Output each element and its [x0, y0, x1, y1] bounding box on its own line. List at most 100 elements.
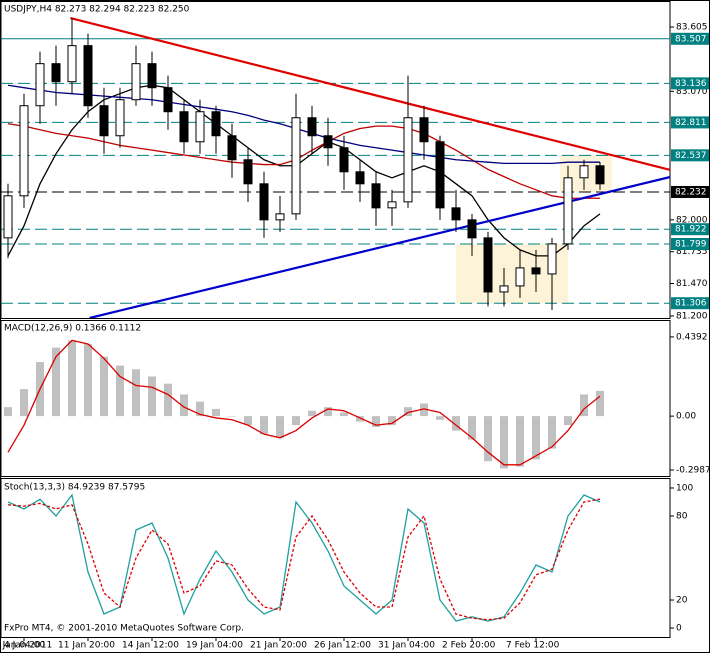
candle-body [467, 219, 477, 239]
level-box [671, 237, 709, 250]
stoch-title: Stoch(13,3,3) 84.9239 87.5795 [4, 483, 145, 493]
candle-body [339, 147, 349, 173]
x-tick-label: 19 Jan 04:00 [186, 641, 243, 651]
indicator-line [7, 493, 601, 622]
pane-plot [1, 16, 670, 318]
y-tick-label: -0.2987 [676, 465, 710, 475]
histogram-bar [228, 416, 236, 417]
histogram-bar [100, 356, 108, 417]
histogram-bar [356, 416, 364, 422]
x-tick-label: 2 Feb 20:00 [442, 641, 496, 651]
histogram-bar [324, 407, 332, 417]
level-box [671, 223, 709, 236]
level-label: 83.136 [675, 79, 707, 89]
candle-body [99, 105, 109, 137]
level-label: 83.507 [675, 34, 707, 44]
macd-title: MACD(12,26,9) 0.1366 0.1112 [4, 324, 141, 334]
x-tick-label: 31 Jan 04:00 [378, 641, 435, 651]
candle-body [547, 243, 557, 275]
y-tick-label: 0 [676, 624, 682, 634]
y-tick-label: 83.070 [676, 87, 708, 97]
level-box [671, 116, 709, 129]
level-label: 82.232 [675, 187, 707, 197]
histogram-bar [20, 389, 28, 417]
level-label: 82.537 [675, 151, 707, 161]
histogram-bar [196, 401, 204, 417]
level-label: 81.306 [675, 299, 707, 309]
histogram-bar [212, 408, 220, 417]
candle-body [515, 267, 525, 287]
indicator-line [7, 339, 601, 466]
candle-body [259, 183, 269, 221]
x-tick-label: 21 Jan 20:00 [250, 641, 307, 651]
candle-body [115, 99, 125, 137]
level-label: 81.922 [675, 225, 707, 235]
histogram-bar [436, 416, 444, 420]
histogram-bar [132, 369, 140, 417]
histogram-bar [452, 416, 460, 431]
histogram-bar [580, 394, 588, 417]
histogram-bar [4, 407, 12, 417]
histogram-bar [532, 416, 540, 460]
level-box [671, 185, 709, 198]
candle-body [163, 87, 173, 113]
x-tick-label: 7 Feb 12:00 [506, 641, 560, 651]
histogram-bar [164, 383, 172, 417]
x-tick-label: 11 Jan 20:00 [58, 641, 115, 651]
macd-pane [0, 320, 671, 477]
histogram-bar [308, 410, 316, 417]
candle-body [355, 171, 365, 185]
candle-body [195, 111, 205, 143]
candle-body [403, 117, 413, 203]
y-tick-label: 80 [676, 511, 688, 521]
level-box [671, 149, 709, 162]
x-tick-label: 14 Jan 12:00 [122, 641, 179, 651]
candle-body [307, 117, 317, 137]
candle-body [83, 45, 93, 107]
x-tick-label: 4 Jan 2011 [4, 641, 52, 651]
x-tick-label: 7 Jan 04:00 [0, 641, 46, 651]
histogram-bar [276, 416, 284, 438]
y-tick-label: 81.735 [676, 247, 708, 257]
y-tick-label: 0.4392 [676, 332, 708, 342]
trendline [70, 16, 670, 172]
moving-average [7, 84, 601, 257]
candle-body [419, 117, 429, 143]
candle-body [243, 159, 253, 185]
level-box [671, 77, 709, 90]
moving-average [7, 84, 600, 165]
candle-body [19, 105, 29, 197]
candle-body [227, 135, 237, 161]
candle-body [131, 63, 141, 101]
candle-body [291, 117, 301, 215]
indicator-line [7, 498, 601, 621]
level-label: 81.799 [675, 239, 707, 249]
level-label: 82.811 [675, 118, 707, 128]
candle-body [579, 165, 589, 179]
candle-body [67, 45, 77, 83]
y-tick-label: 20 [676, 596, 688, 606]
footer: FxPro MT4, © 2001-2010 MetaQuotes Softwa… [4, 624, 244, 634]
histogram-bar [116, 365, 124, 417]
y-tick-label: 81.200 [676, 311, 708, 321]
histogram-bar [500, 416, 508, 469]
level-box [671, 32, 709, 45]
candle-body [179, 111, 189, 143]
histogram-bar [68, 340, 76, 417]
x-tick-label: 26 Jan 12:00 [314, 641, 371, 651]
stoch-pane [0, 478, 671, 638]
level-box [671, 297, 709, 310]
price-pane [0, 1, 671, 319]
pane-plot [4, 339, 604, 469]
candle-body [451, 207, 461, 221]
histogram-bar [420, 403, 428, 417]
candle-body [531, 267, 541, 275]
histogram-bar [404, 407, 412, 417]
histogram-bar [388, 416, 396, 426]
candle-body [211, 111, 221, 137]
candle-body [35, 63, 45, 107]
histogram-bar [340, 412, 348, 417]
candle-body [563, 177, 573, 245]
candle-body [275, 213, 285, 221]
